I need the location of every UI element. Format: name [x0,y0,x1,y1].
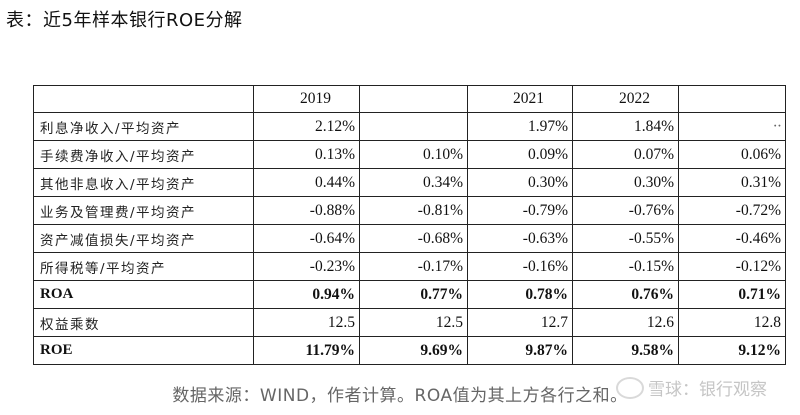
table-cell: 0.34% [359,168,468,197]
row-label: 业务及管理费/平均资产 [33,196,254,225]
row-label: ROA [33,280,254,309]
table-cell: 0.06% [678,140,786,169]
table-cell: 0.30% [572,168,679,197]
table-cell: 1.97% [467,112,573,141]
row-label: 利息净收入/平均资产 [33,112,254,141]
table-cell: -0.63% [467,224,573,253]
table-row: 手续费净收入/平均资产 0.13% 0.10% 0.09% 0.07% 0.06… [33,140,786,169]
table-cell: -0.76% [572,196,679,225]
table-cell: 12.7 [467,308,573,337]
header-cell [359,85,468,113]
table-cell: 0.09% [467,140,573,169]
watermark-text: 雪球：银行观察 [648,380,767,400]
header-cell [33,85,254,113]
table-cell: 0.78% [467,280,573,309]
table-cell: 9.87% [467,336,573,365]
table-cell: 9.69% [359,336,468,365]
table-cell: ·· [678,112,786,141]
table-cell: -0.46% [678,224,786,253]
table-cell: 1.84% [572,112,679,141]
row-label: 其他非息收入/平均资产 [33,168,254,197]
table-cell: -0.64% [253,224,360,253]
table-row: 所得税等/平均资产 -0.23% -0.17% -0.16% -0.15% -0… [33,252,786,281]
table-cell: -0.81% [359,196,468,225]
header-cell: 2021 [467,85,573,113]
table-cell: 2.12% [253,112,360,141]
table-cell: 0.94% [253,280,360,309]
table-cell: 12.8 [678,308,786,337]
table-cell: 0.31% [678,168,786,197]
table-cell: -0.72% [678,196,786,225]
roa-row: ROA 0.94% 0.77% 0.78% 0.76% 0.71% [33,280,786,309]
table-cell: -0.16% [467,252,573,281]
watermark: 雪球：银行观察 [616,375,767,400]
row-label: ROE [33,336,254,365]
source-note: 数据来源：WIND，作者计算。ROA值为其上方各行之和。 [172,386,628,406]
table-cell: 0.07% [572,140,679,169]
table-cell: -0.15% [572,252,679,281]
header-cell: 2022 [572,85,679,113]
row-label: 所得税等/平均资产 [33,252,254,281]
table-cell: 11.79% [253,336,360,365]
roe-row: ROE 11.79% 9.69% 9.87% 9.58% 9.12% [33,336,786,365]
table-cell: 12.5 [359,308,468,337]
table-cell: 9.12% [678,336,786,365]
row-label: 手续费净收入/平均资产 [33,140,254,169]
table-cell: -0.68% [359,224,468,253]
table-cell: 0.10% [359,140,468,169]
roe-decomposition-table: 2019 2021 2022 利息净收入/平均资产 2.12% 1.97% 1.… [33,85,786,365]
table-cell: -0.12% [678,252,786,281]
table-cell: 12.5 [253,308,360,337]
row-label: 资产减值损失/平均资产 [33,224,254,253]
table-cell: 9.58% [572,336,679,365]
table-cell: 0.71% [678,280,786,309]
table-row: 权益乘数 12.5 12.5 12.7 12.6 12.8 [33,308,786,337]
table-row: 利息净收入/平均资产 2.12% 1.97% 1.84% ·· [33,112,786,141]
table-cell: 0.76% [572,280,679,309]
header-cell: 2019 [253,85,360,113]
table-cell: 0.77% [359,280,468,309]
table-cell: 0.30% [467,168,573,197]
table-cell: -0.79% [467,196,573,225]
table-cell: -0.23% [253,252,360,281]
header-cell [678,85,786,113]
table-cell: 0.13% [253,140,360,169]
table-title: 表：近5年样本银行ROE分解 [6,10,243,31]
table-cell: 0.44% [253,168,360,197]
header-row: 2019 2021 2022 [33,85,786,113]
table-cell [359,112,468,141]
row-label: 权益乘数 [33,308,254,337]
snowball-logo-icon [616,376,644,399]
table-cell: -0.88% [253,196,360,225]
table-row: 资产减值损失/平均资产 -0.64% -0.68% -0.63% -0.55% … [33,224,786,253]
table-row: 业务及管理费/平均资产 -0.88% -0.81% -0.79% -0.76% … [33,196,786,225]
table-cell: 12.6 [572,308,679,337]
table-cell: -0.17% [359,252,468,281]
table-row: 其他非息收入/平均资产 0.44% 0.34% 0.30% 0.30% 0.31… [33,168,786,197]
table-cell: -0.55% [572,224,679,253]
